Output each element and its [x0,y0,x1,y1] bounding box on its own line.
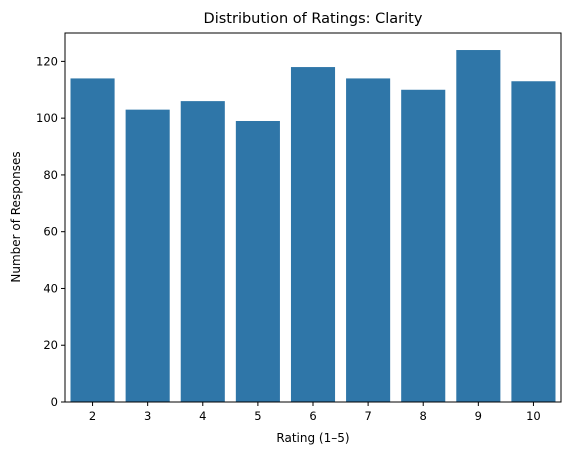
x-tick-label-10: 10 [526,409,541,423]
x-tick-label-6: 6 [309,409,316,423]
plot-frame [64,32,562,403]
bar-3 [125,109,170,402]
bar-7 [346,78,391,403]
y-tick-label-0: 0 [51,395,58,409]
x-axis: 2 3 4 5 6 7 8 9 10 [89,402,541,423]
bar-10 [511,81,556,402]
bars-layer [70,50,556,403]
x-tick-label-2: 2 [89,409,96,423]
bar-2 [70,78,115,403]
y-tick-label-120: 120 [36,54,58,68]
x-tick-label-7: 7 [364,409,371,423]
y-tick-label-80: 80 [43,168,58,182]
y-axis: 0 20 40 60 80 100 120 [36,54,65,409]
x-tick-label-4: 4 [199,409,206,423]
bar-9 [456,50,501,402]
y-tick-label-100: 100 [36,111,58,125]
x-tick-label-8: 8 [420,409,427,423]
bar-8 [401,89,446,403]
y-axis-label: Number of Responses [9,151,23,282]
chart-title: Distribution of Ratings: Clarity [204,11,423,27]
x-tick-label-5: 5 [254,409,261,423]
y-tick-label-40: 40 [43,281,58,295]
bar-5 [235,120,280,403]
x-tick-label-9: 9 [475,409,482,423]
bar-6 [290,67,336,402]
x-tick-label-3: 3 [144,409,151,423]
y-tick-label-60: 60 [43,225,58,239]
y-tick-label-20: 20 [43,338,58,352]
x-axis-label: Rating (1–5) [276,431,349,445]
bar-4 [180,101,225,403]
